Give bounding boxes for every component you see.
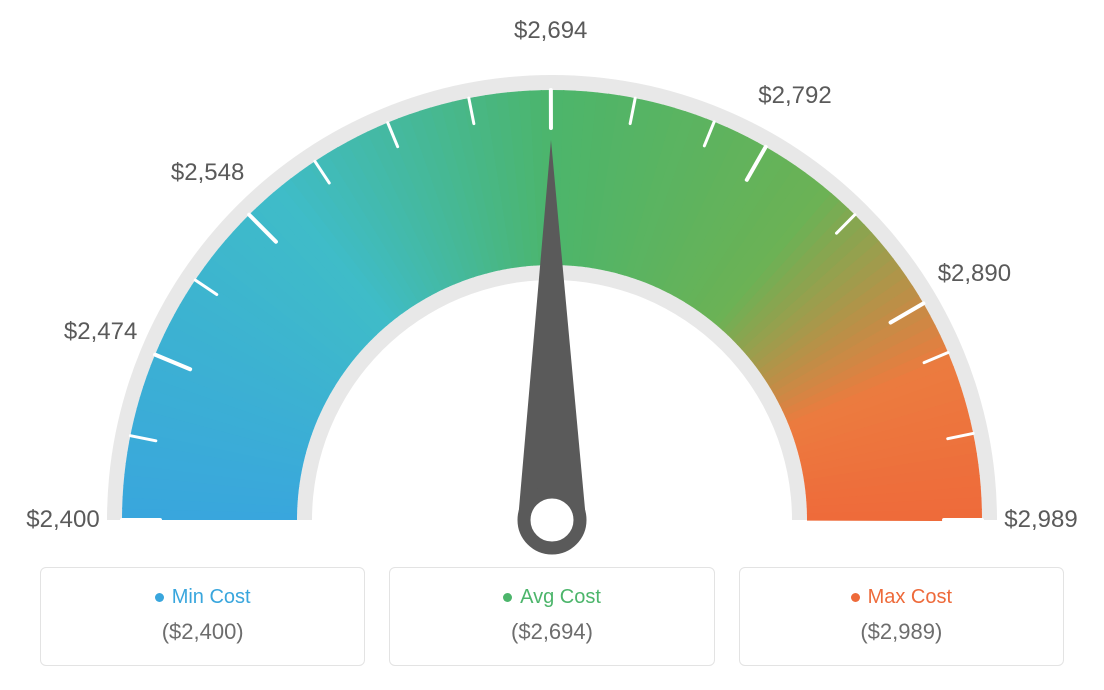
gauge-tick-label: $2,890	[938, 260, 1011, 288]
max-cost-value: ($2,989)	[760, 619, 1043, 645]
gauge-tick-label: $2,548	[171, 159, 244, 187]
summary-cards: Min Cost ($2,400) Avg Cost ($2,694) Max …	[40, 567, 1064, 666]
avg-cost-dot-icon	[503, 593, 512, 602]
gauge-tick-label: $2,400	[26, 506, 99, 534]
gauge-tick-label: $2,474	[64, 318, 137, 346]
cost-gauge-chart	[0, 40, 1104, 600]
max-cost-dot-icon	[851, 593, 860, 602]
min-cost-card: Min Cost ($2,400)	[40, 567, 365, 666]
gauge-tick-label: $2,694	[514, 17, 587, 45]
max-cost-label: Max Cost	[868, 586, 952, 609]
avg-cost-value: ($2,694)	[410, 619, 693, 645]
min-cost-value: ($2,400)	[61, 619, 344, 645]
gauge-tick-label: $2,989	[1004, 506, 1077, 534]
avg-cost-title: Avg Cost	[503, 586, 601, 609]
avg-cost-card: Avg Cost ($2,694)	[389, 567, 714, 666]
min-cost-label: Min Cost	[172, 586, 251, 609]
avg-cost-label: Avg Cost	[520, 586, 601, 609]
max-cost-card: Max Cost ($2,989)	[739, 567, 1064, 666]
min-cost-title: Min Cost	[155, 586, 251, 609]
min-cost-dot-icon	[155, 593, 164, 602]
max-cost-title: Max Cost	[851, 586, 952, 609]
gauge-container: $2,400 $2,474 $2,548 $2,694 $2,792 $2,890 $2,9…	[0, 0, 1104, 560]
gauge-tick-label: $2,792	[758, 82, 831, 110]
